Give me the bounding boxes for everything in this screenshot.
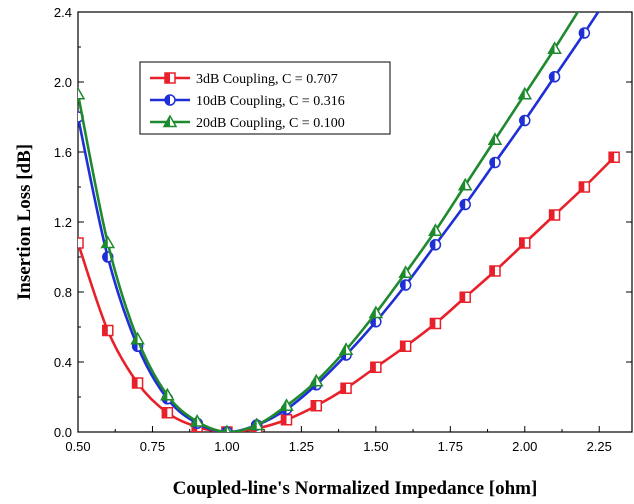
x-tick-label: 1.75 [438,439,463,454]
data-point [160,387,175,401]
data-point [489,265,501,277]
data-point [489,156,501,169]
x-tick-label: 1.00 [214,439,239,454]
axis-ticks: 0.50 0.75 1.00 1.25 1.50 1.75 2.00 2.25 0.0 0.4 0.… [54,5,632,454]
data-point [338,342,354,355]
legend-marker [162,114,178,128]
x-tick-label: 2.25 [587,439,612,454]
data-point [368,305,384,319]
data-point [78,86,86,100]
data-point [308,373,324,387]
data-point [280,414,293,426]
data-point [189,413,205,427]
data-point [578,27,591,39]
x-tick-label: 2.00 [512,439,537,454]
data-point [310,400,323,412]
series-3db [78,151,620,432]
data-point [487,132,503,145]
legend-label: 3dB Coupling, C = 0.707 [196,72,338,87]
y-tick-label: 0.0 [54,425,72,440]
data-point [578,0,590,6]
x-tick-label: 0.75 [140,439,165,454]
y-tick-label: 2.0 [54,75,72,90]
data-point [459,198,471,211]
data-point [548,71,561,83]
data-point [161,407,174,419]
data-point [78,237,84,249]
y-tick-label: 0.4 [54,355,72,370]
data-point [398,265,413,278]
data-point [519,237,531,249]
data-point [459,291,471,303]
legend-label: 10dB Coupling, C = 0.316 [196,94,345,109]
x-tick-label: 0.50 [65,439,90,454]
data-point [457,177,473,191]
data-point [548,209,561,221]
data-point [340,382,352,394]
data-point [102,324,114,337]
series-20db [78,0,590,432]
data-point [517,86,533,100]
y-tick-label: 1.6 [54,145,72,160]
data-point [130,331,145,345]
y-axis-title: Insertion Loss [dB] [14,144,35,300]
data-point [370,361,382,373]
data-point [608,151,620,163]
data-point [428,223,443,236]
y-tick-label: 1.2 [54,215,72,230]
data-point [399,279,412,291]
data-point [429,317,442,330]
legend-item: 3dB Coupling, C = 0.707 [150,72,338,87]
legend: 3dB Coupling, C = 0.707 10dB Coupling, C … [139,61,391,135]
data-point [222,424,232,432]
y-tick-label: 2.4 [54,5,72,20]
legend-marker [164,94,176,106]
x-tick-label: 1.25 [289,439,314,454]
x-axis-title: Coupled-line's Normalized Impedance [ohm… [173,478,538,499]
legend-label: 20dB Coupling, C = 0.100 [196,116,345,131]
legend-marker [164,72,176,84]
data-point [519,114,531,127]
data-point [578,181,591,193]
data-point [399,340,412,352]
data-point [429,239,442,251]
data-point [131,377,144,389]
legend-item: 20dB Coupling, C = 0.100 [150,114,345,131]
data-point [100,235,116,249]
data-point [279,398,294,411]
legend-item: 10dB Coupling, C = 0.316 [150,94,345,109]
y-tick-label: 0.8 [54,285,72,300]
series-layer [78,0,620,432]
data-point [249,417,265,431]
data-point [547,41,562,54]
x-tick-label: 1.50 [363,439,388,454]
